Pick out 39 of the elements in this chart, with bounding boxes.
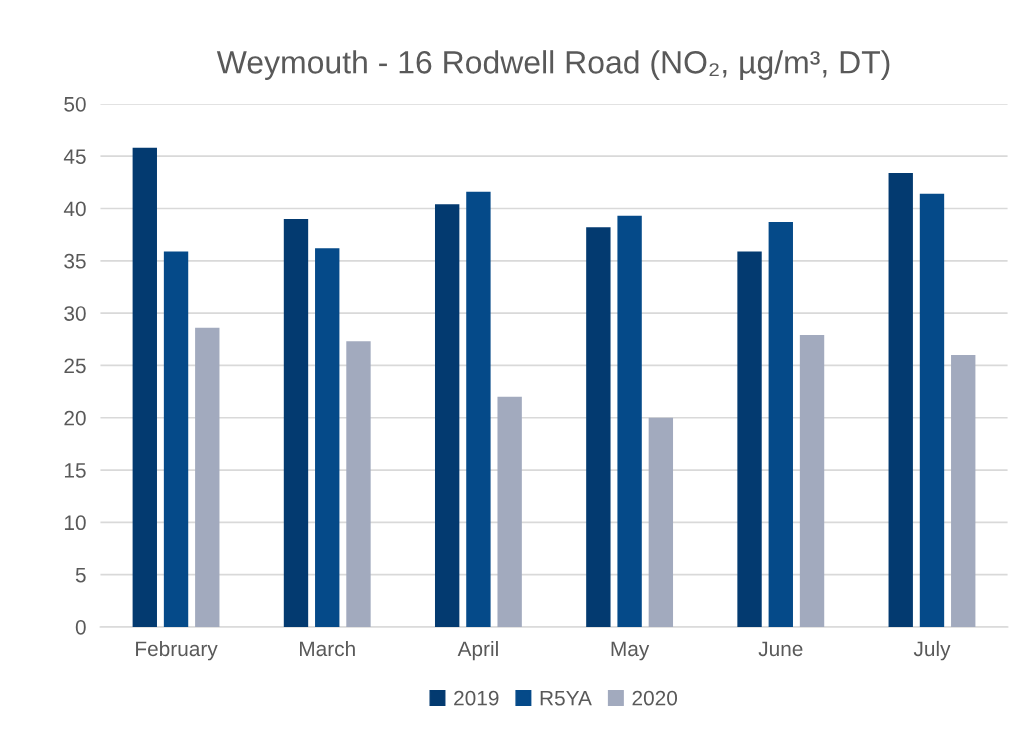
y-tick-label: 45: [63, 149, 86, 164]
y-tick-label: 0: [75, 619, 86, 635]
y-tick-label: 20: [64, 410, 86, 426]
x-tick-label: June: [758, 641, 803, 657]
bar: [888, 172, 913, 627]
y-tick-label: 35: [64, 253, 86, 269]
bar: [919, 193, 945, 627]
y-tick-label: 15: [64, 463, 86, 478]
legend-label: R5YA: [540, 690, 592, 706]
bar: [163, 251, 189, 627]
bar: [434, 204, 460, 627]
y-tick-label: 50: [64, 96, 86, 112]
y-tick-label: 30: [64, 306, 86, 321]
bar: [195, 327, 220, 627]
bar: [768, 222, 793, 627]
bar: [617, 215, 642, 627]
y-tick-label: 10: [64, 515, 86, 531]
y-tick-label: 5: [75, 567, 86, 583]
x-tick-label: April: [457, 640, 498, 661]
y-tick-label: 40: [63, 201, 86, 217]
x-tick-label: July: [913, 640, 951, 661]
bar: [586, 227, 611, 627]
bar: [346, 341, 371, 627]
bar: [466, 191, 491, 627]
x-tick-label: February: [136, 640, 218, 661]
x-tick-label: May: [611, 641, 650, 661]
chart-title: Weymouth - 16 Rodwell Road (NO₂, µg/m³, DT): [216, 50, 890, 80]
x-tick-label: March: [300, 640, 355, 657]
bar: [737, 251, 762, 627]
bar: [799, 335, 825, 627]
y-tick-label: 25: [64, 358, 86, 374]
bar: [283, 218, 309, 627]
legend-label: 2020: [632, 690, 678, 706]
bar: [951, 354, 976, 627]
bar: [497, 396, 522, 627]
bar: [132, 147, 157, 627]
bar: [315, 248, 340, 627]
bar: [648, 417, 674, 627]
legend-label: 2019: [454, 690, 499, 706]
